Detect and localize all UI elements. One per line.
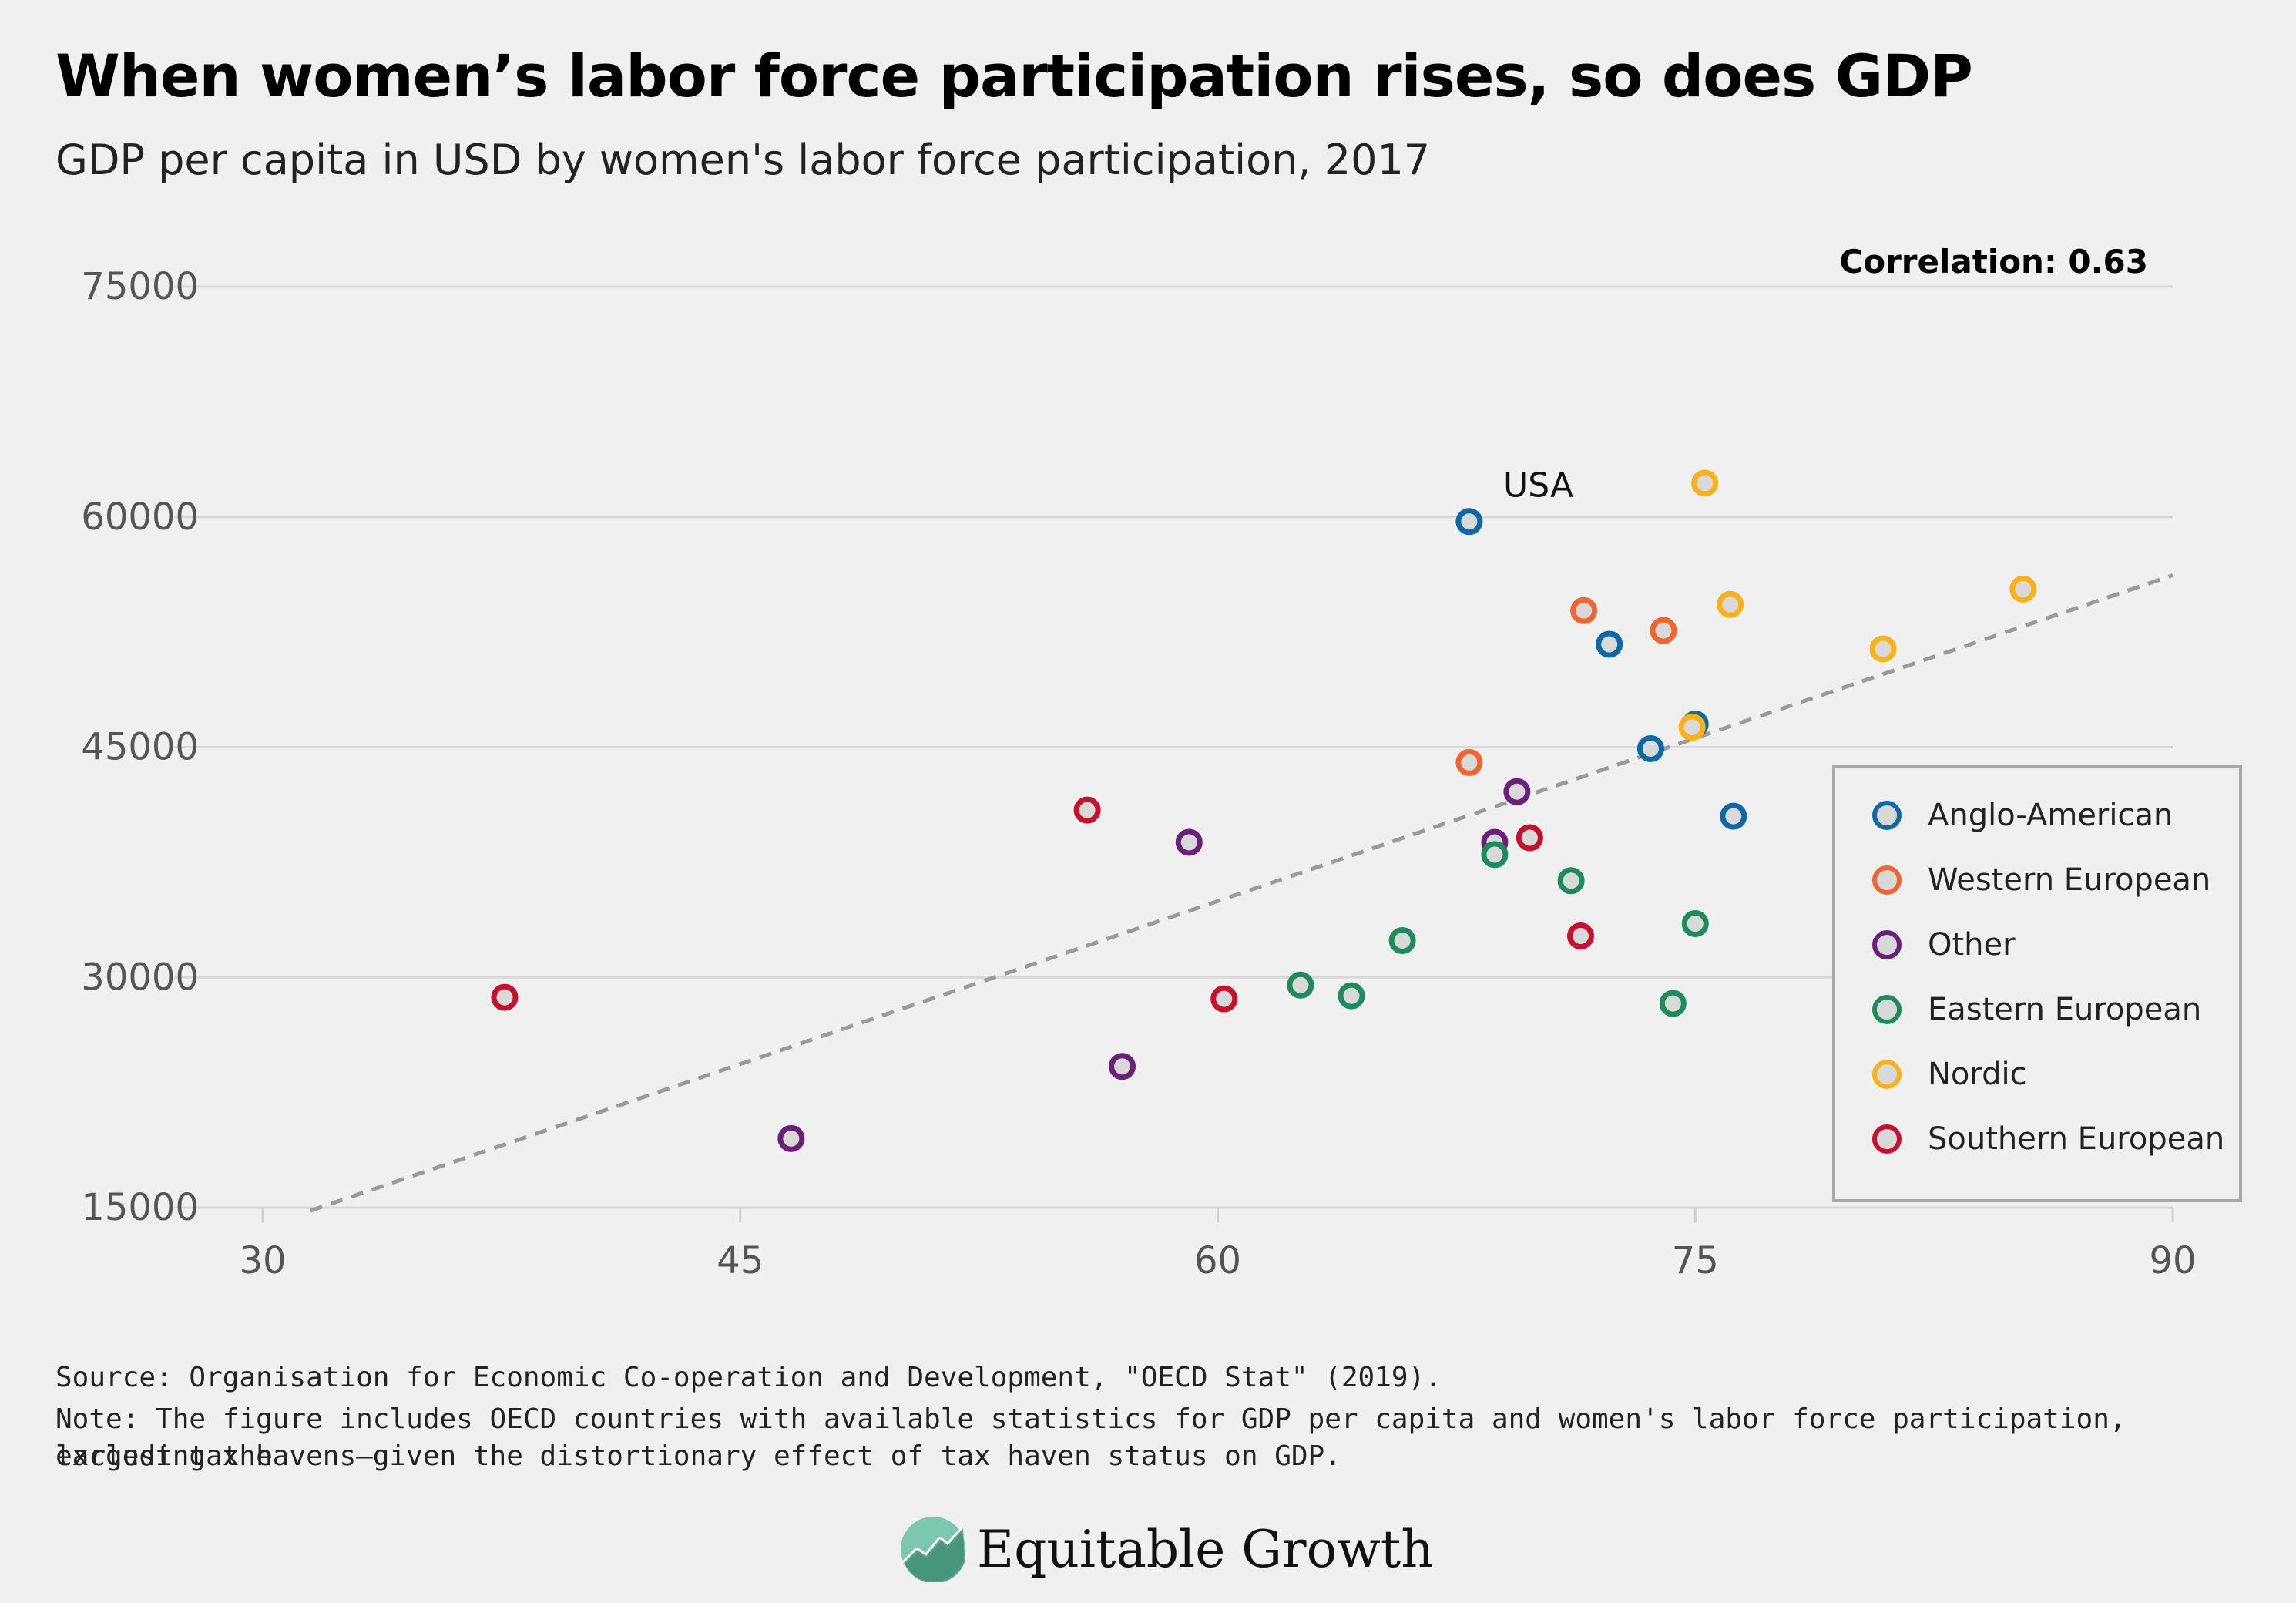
x-tick-label: 75 [1672,1239,1719,1282]
y-tick-label: 45000 [81,726,199,769]
data-point-eastern-european [1481,841,1509,869]
legend-item: Western European [1872,857,2210,903]
legend: Anglo-American Western European Other Easte… [1832,765,2242,1202]
legend-item: Other [1872,922,2016,968]
data-point-nordic [1691,469,1719,497]
legend-item: Nordic [1872,1051,2027,1097]
trend-line [310,573,2173,1213]
data-point-anglo-american [1455,508,1483,536]
x-tick-label: 45 [717,1239,764,1282]
legend-marker-icon [1872,1124,1902,1154]
note-line-1: Note: The figure includes OECD countries… [55,1403,2126,1472]
legend-marker-icon [1872,865,1902,895]
chart-title: When women’s labor force participation r… [55,42,1973,110]
legend-marker-icon [1872,930,1902,959]
legend-marker-icon [1872,995,1902,1024]
legend-label: Other [1928,927,2016,963]
legend-item: Anglo-American [1872,792,2173,838]
data-point-other [1503,778,1531,805]
data-point-nordic [2009,575,2037,603]
legend-label: Nordic [1928,1057,2027,1092]
x-tick-label: 30 [239,1239,286,1282]
data-point-nordic [1869,635,1897,663]
data-point-western-european [1455,748,1483,776]
data-point-anglo-american [1720,802,1747,830]
data-point-southern-european [1567,922,1595,949]
legend-item: Eastern European [1872,986,2201,1033]
data-point-western-european [1650,617,1677,644]
axis-ticks: 15000 30000 45000 60000 75000 30 45 60 75 90 [81,265,2196,1282]
legend-marker-icon [1872,801,1902,830]
data-point-southern-european [1210,985,1238,1013]
data-point-western-european [1570,597,1598,624]
legend-label: Anglo-American [1928,798,2173,833]
data-point-southern-european [491,983,519,1011]
data-point-eastern-european [1681,910,1709,938]
data-point-other [1109,1053,1136,1080]
legend-label: Southern European [1928,1121,2225,1157]
data-point-southern-european [1516,824,1543,852]
legend-item: Southern European [1872,1116,2224,1162]
legend-marker-icon [1872,1060,1902,1089]
data-point-eastern-european [1338,982,1365,1010]
chart-subtitle: GDP per capita in USD by women's labor f… [55,136,1431,184]
source-note: Source: Organisation for Economic Co-ope… [55,1362,1442,1393]
data-point-southern-european [1073,796,1101,824]
y-tick-label: 60000 [81,496,199,539]
y-tick-label: 15000 [81,1186,199,1229]
data-point-nordic [1678,714,1706,741]
data-point-other [777,1124,805,1152]
data-point-eastern-european [1659,990,1687,1017]
x-tick-label: 60 [1194,1239,1241,1282]
data-point-eastern-european [1388,926,1416,954]
trend-line-path [310,573,2173,1213]
data-point-other [1175,828,1203,856]
growth-chart-icon [901,1517,965,1582]
data-point-anglo-american [1636,734,1664,762]
legend-label: Western European [1928,862,2211,898]
x-tick-label: 90 [2149,1239,2196,1282]
y-tick-label: 30000 [81,956,199,999]
annotation-label: USA [1503,466,1573,506]
data-point-eastern-european [1557,867,1585,895]
data-point-nordic [1717,590,1744,618]
data-points [491,469,2037,1152]
annotations: USA [1503,466,1573,506]
legend-label: Eastern European [1928,992,2202,1027]
data-point-eastern-european [1287,971,1314,999]
y-tick-label: 75000 [81,265,199,308]
logo-text: Equitable Growth [977,1519,1434,1579]
note-line-2: largest tax havens—given the distortiona… [55,1440,1341,1472]
correlation-label: Correlation: 0.63 [1839,243,2148,281]
data-point-anglo-american [1596,630,1623,658]
equitable-growth-logo: Equitable Growth [900,1514,1434,1585]
